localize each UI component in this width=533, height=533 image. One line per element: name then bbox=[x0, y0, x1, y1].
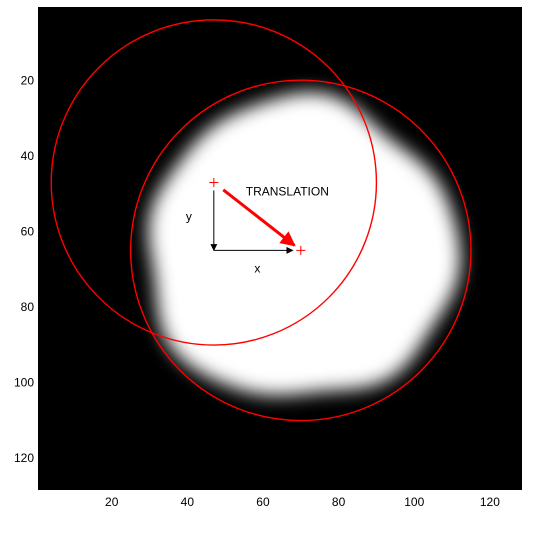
translation-label: TRANSLATION bbox=[246, 184, 329, 198]
translation-arrow bbox=[222, 188, 296, 247]
y-tick-label: 120 bbox=[14, 451, 34, 465]
image-plot-area: TRANSLATION x y bbox=[38, 7, 522, 490]
x-tick-label: 60 bbox=[256, 495, 270, 509]
y-tick-label: 40 bbox=[21, 149, 35, 163]
white-blob bbox=[148, 92, 461, 396]
x-tick-label: 120 bbox=[480, 495, 500, 509]
x-arrow-label: x bbox=[254, 261, 260, 275]
y-arrow-label: y bbox=[186, 209, 192, 223]
translated-position-circle bbox=[129, 79, 472, 422]
y-axis: 20 40 60 80 100 120 bbox=[14, 74, 34, 465]
x-tick-label: 100 bbox=[404, 495, 424, 509]
x-tick-label: 40 bbox=[181, 495, 195, 509]
original-position-circle bbox=[50, 19, 378, 346]
x-tick-label: 20 bbox=[105, 495, 119, 509]
x-tick-label: 80 bbox=[332, 495, 346, 509]
translated-center-marker bbox=[296, 245, 306, 255]
original-center-marker bbox=[209, 177, 219, 187]
x-axis: 20 40 60 80 100 120 bbox=[105, 495, 500, 509]
y-tick-label: 100 bbox=[14, 375, 34, 389]
y-tick-label: 80 bbox=[21, 300, 35, 314]
y-tick-label: 20 bbox=[21, 74, 35, 88]
y-tick-label: 60 bbox=[21, 225, 35, 239]
